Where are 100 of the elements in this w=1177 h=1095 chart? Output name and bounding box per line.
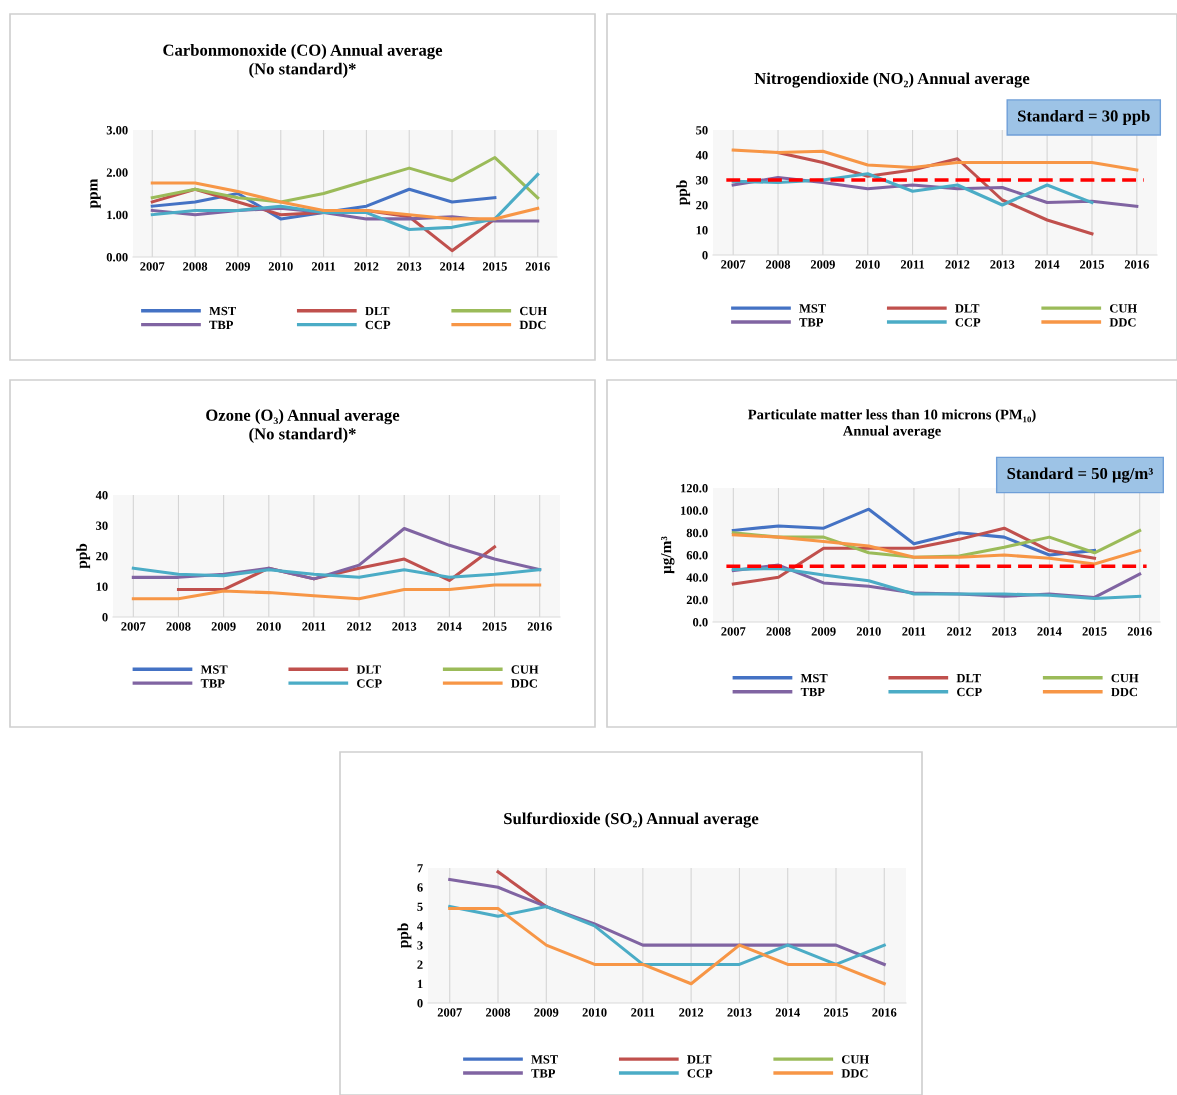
legend-label: MST [799, 304, 826, 313]
legend-label: TBP [799, 318, 824, 327]
x-tick-label: 2007 [721, 260, 746, 269]
y-tick-label: 7 [417, 864, 423, 873]
x-tick-label: 2008 [183, 262, 208, 271]
y-tick-label: 2 [417, 960, 423, 969]
y-tick-label: 20.0 [686, 595, 708, 605]
x-tick-label: 2015 [1080, 260, 1105, 269]
legend-label: TBP [209, 320, 234, 330]
x-tick-label: 2015 [824, 1008, 849, 1017]
x-tick-label: 2016 [527, 622, 552, 631]
legend-label: TBP [800, 687, 825, 697]
chart-title: Nitrogendioxide (NO₂) Annual average [754, 72, 1030, 88]
y-tick-label: 40 [695, 151, 708, 160]
x-tick-label: 2009 [811, 627, 836, 636]
legend-label: CCP [687, 1069, 713, 1078]
x-tick-label: 2010 [856, 627, 881, 636]
x-tick-label: 2016 [872, 1008, 897, 1017]
legend-label: DLT [356, 665, 381, 674]
x-tick-label: 2015 [482, 262, 507, 271]
x-tick-label: 2013 [990, 260, 1015, 269]
y-tick-label: 20 [96, 552, 108, 561]
legend-label: CUH [1109, 304, 1137, 313]
y-tick-label: 3 [417, 941, 423, 950]
y-axis-title: μg/m³ [661, 536, 675, 574]
y-tick-label: 10 [96, 582, 108, 591]
legend-label: MST [200, 665, 228, 674]
legend-label: MST [531, 1055, 558, 1064]
y-axis-title: ppm [90, 178, 101, 209]
legend-label: CCP [957, 687, 982, 697]
x-tick-label: 2011 [631, 1008, 655, 1017]
x-tick-label: 2008 [766, 260, 791, 269]
x-tick-label: 2013 [392, 622, 417, 631]
legend-label: DLT [365, 306, 390, 316]
legend-label: CCP [357, 679, 382, 688]
y-tick-label: 40.0 [686, 573, 708, 582]
x-tick-label: 2014 [1035, 260, 1060, 269]
x-tick-label: 2007 [140, 262, 165, 271]
text: Standard = 30 ppb [1018, 109, 1150, 125]
y-tick-label: 60.0 [686, 551, 708, 560]
x-tick-label: 2014 [440, 262, 465, 271]
x-tick-label: 2014 [775, 1008, 800, 1017]
x-tick-label: 2009 [211, 622, 236, 631]
x-tick-label: 2008 [486, 1008, 511, 1017]
x-tick-label: 2010 [855, 260, 880, 269]
x-tick-label: 2012 [347, 622, 372, 631]
y-tick-label: 50 [696, 126, 708, 135]
x-tick-label: 2010 [582, 1008, 607, 1017]
x-tick-label: 2016 [525, 262, 550, 271]
x-tick-label: 2016 [1127, 627, 1152, 636]
y-tick-label: 30 [96, 521, 108, 530]
y-tick-label: 0.00 [106, 253, 128, 262]
y-tick-label: 0 [702, 251, 708, 260]
legend-label: TBP [200, 679, 225, 688]
y-tick-label: 10 [696, 226, 708, 235]
y-tick-label: 0.0 [692, 618, 708, 627]
legend-label: CUH [841, 1055, 869, 1064]
legend-label: DDC [1111, 687, 1137, 697]
y-tick-label: 100.0 [681, 506, 708, 515]
legend-label: DLT [687, 1055, 712, 1064]
x-tick-label: 2015 [1082, 627, 1107, 636]
legend-label: DDC [1109, 318, 1136, 327]
legend-label: DDC [511, 679, 537, 688]
legend-label: MST [209, 306, 236, 316]
y-tick-label: 5 [417, 902, 423, 912]
y-tick-label: 40 [95, 491, 108, 500]
y-tick-label: 120.0 [681, 484, 708, 493]
legend-label: DLT [956, 674, 981, 683]
x-tick-label: 2014 [1037, 627, 1062, 636]
legend-label: MST [800, 673, 828, 683]
x-tick-label: 2015 [482, 622, 507, 631]
x-tick-label: 2013 [727, 1008, 752, 1017]
chart-title: Particulate matter less than 10 microns (PM₁₀) Annual average [748, 409, 1036, 439]
x-tick-label: 2012 [354, 262, 379, 271]
x-tick-label: 2011 [311, 262, 336, 271]
y-tick-label: 20 [696, 201, 708, 210]
x-tick-label: 2011 [302, 622, 326, 631]
y-tick-label: 3.00 [106, 126, 128, 135]
legend-label: CUH [1111, 673, 1139, 683]
legend-label: CUH [511, 665, 539, 674]
chart-title: Sulfurdioxide (SO₂) Annual average [504, 812, 759, 828]
y-tick-label: 80.0 [686, 528, 708, 538]
x-tick-label: 2007 [121, 622, 146, 631]
x-tick-label: 2013 [992, 627, 1017, 636]
legend-label: CCP [955, 318, 981, 327]
x-tick-label: 2010 [268, 262, 293, 271]
x-tick-label: 2013 [397, 262, 422, 271]
y-tick-label: 4 [417, 921, 423, 931]
x-tick-label: 2009 [810, 260, 835, 269]
legend-label: DDC [841, 1069, 868, 1078]
legend-label: CUH [519, 306, 547, 316]
x-tick-label: 2016 [1124, 260, 1149, 269]
y-tick-label: 2.00 [106, 168, 128, 177]
legend-label: CCP [365, 320, 391, 330]
x-tick-label: 2009 [534, 1008, 559, 1017]
legend-label: DLT [955, 304, 980, 313]
y-tick-label: 6 [417, 883, 423, 892]
legend-label: TBP [531, 1069, 556, 1078]
text: Standard = 50 μg/m³ [1007, 467, 1153, 483]
x-tick-label: 2009 [225, 262, 250, 271]
